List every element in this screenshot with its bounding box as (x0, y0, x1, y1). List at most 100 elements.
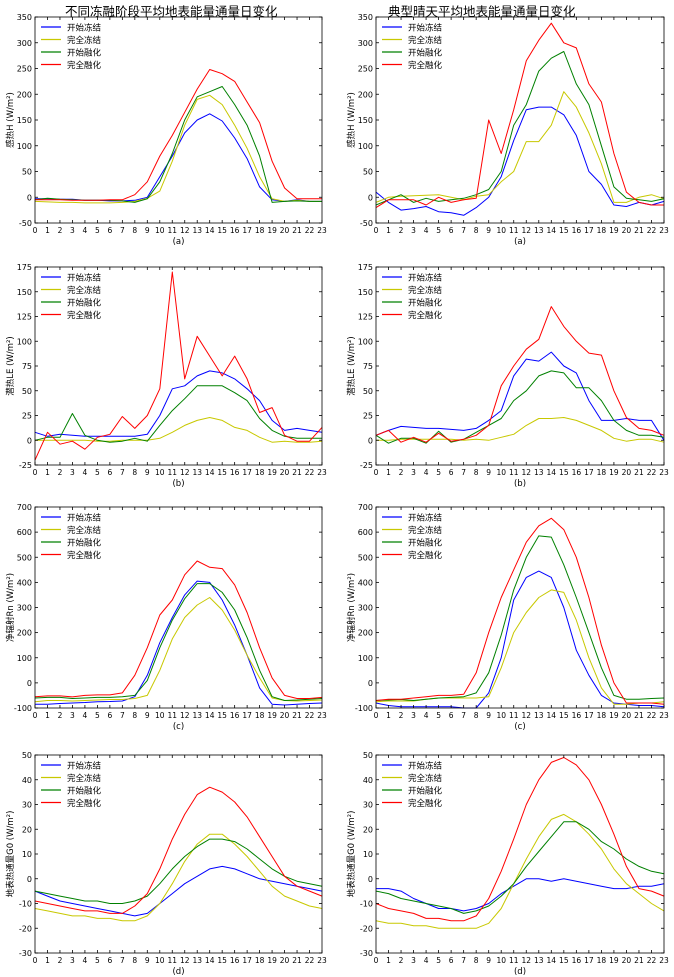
x-tick-label: 16 (572, 468, 582, 477)
x-tick-label: 14 (205, 226, 215, 235)
x-tick-label: 19 (609, 956, 619, 965)
x-tick-label: 11 (167, 956, 177, 965)
panel-label: (b) (172, 479, 184, 489)
x-tick-label: 7 (120, 956, 125, 965)
y-tick-label: 25 (363, 412, 373, 421)
x-tick-label: 20 (280, 226, 290, 235)
x-tick-label: 18 (255, 226, 265, 235)
series-line-right-c-1 (375, 589, 665, 705)
y-tick-label: 0 (368, 679, 373, 688)
plot-frame (375, 266, 665, 466)
x-tick-label: 20 (622, 956, 632, 965)
y-tick-label: 100 (358, 654, 373, 663)
legend-label: 开始融化 (408, 538, 443, 549)
series-line-right-a-3 (375, 22, 664, 209)
plot-frame (34, 506, 323, 709)
y-tick-label: 50 (22, 168, 32, 177)
x-tick-label: 11 (509, 711, 519, 720)
x-tick-label: 0 (374, 711, 379, 720)
x-tick-label: 12 (521, 226, 531, 235)
y-tick-label: 300 (358, 39, 373, 48)
y-tick-label: -20 (360, 924, 373, 933)
legend-label: 完全融化 (67, 550, 102, 561)
x-tick-label: 6 (107, 956, 112, 965)
x-tick-label: 14 (547, 711, 557, 720)
x-tick-label: 22 (305, 226, 315, 235)
x-tick-label: 6 (449, 468, 454, 477)
panel-label: (b) (514, 479, 526, 489)
x-tick-label: 23 (317, 468, 327, 477)
x-tick-label: 16 (230, 711, 240, 720)
x-tick-label: 9 (145, 468, 150, 477)
y-tick-label: 200 (358, 629, 373, 638)
x-tick-label: 19 (267, 711, 277, 720)
x-tick-label: 17 (242, 711, 252, 720)
y-tick-label: 100 (358, 337, 373, 346)
x-tick-label: 4 (424, 468, 429, 477)
x-tick-label: 16 (230, 956, 240, 965)
x-tick-label: 9 (486, 468, 491, 477)
series-line-right-d-0 (376, 878, 665, 912)
y-tick-label: 350 (17, 13, 32, 22)
series-line-left-a-1 (34, 94, 322, 204)
y-axis-label: 净辐射Rn (W/m²) (5, 573, 16, 642)
y-axis-label: 地表热通量G0 (W/m²) (5, 811, 16, 898)
y-tick-label: -100 (14, 704, 32, 713)
x-tick-label: 7 (461, 468, 466, 477)
x-tick-label: 21 (292, 468, 302, 477)
x-tick-label: 22 (647, 956, 657, 965)
y-tick-label: -50 (19, 219, 32, 228)
series-line-right-a-1 (375, 91, 665, 203)
y-tick-label: 200 (358, 90, 373, 99)
x-tick-label: 13 (192, 226, 202, 235)
x-tick-label: 19 (609, 711, 619, 720)
x-tick-label: 14 (547, 956, 557, 965)
left-column-title: 不同冻融阶段平均地表能量通量日变化 (65, 4, 278, 19)
y-tick-label: 500 (358, 553, 373, 562)
x-tick-label: 23 (659, 468, 669, 477)
series-line-left-a-3 (35, 69, 322, 201)
x-tick-label: 4 (424, 711, 429, 720)
x-tick-label: 1 (45, 468, 50, 477)
legend-label: 开始融化 (408, 786, 443, 797)
legend-label: 完全冻结 (67, 285, 101, 296)
x-tick-label: 5 (436, 711, 441, 720)
x-tick-label: 16 (572, 711, 582, 720)
x-tick-label: 18 (255, 468, 265, 477)
x-tick-label: 13 (192, 711, 202, 720)
x-tick-label: 9 (145, 226, 150, 235)
x-tick-label: 23 (659, 226, 669, 235)
y-tick-label: 175 (358, 263, 373, 272)
x-tick-label: 2 (399, 226, 404, 235)
x-tick-label: 8 (474, 468, 479, 477)
x-tick-label: 12 (180, 226, 190, 235)
legend-label: 完全冻结 (67, 773, 101, 784)
x-tick-label: 19 (267, 468, 277, 477)
legend-label: 开始冻结 (408, 513, 442, 524)
x-tick-label: 23 (317, 226, 327, 235)
x-tick-label: 14 (205, 711, 215, 720)
x-tick-label: 18 (255, 711, 265, 720)
legend-label: 开始冻结 (67, 23, 101, 34)
y-tick-label: 0 (27, 193, 32, 202)
y-tick-label: 700 (358, 503, 373, 512)
x-tick-label: 4 (83, 956, 88, 965)
y-axis-label: 感热H (W/m²) (5, 92, 16, 148)
series-line-left-b-0 (34, 370, 323, 437)
x-tick-label: 23 (317, 956, 327, 965)
x-tick-label: 16 (572, 956, 582, 965)
x-tick-label: 8 (132, 956, 137, 965)
x-tick-label: 12 (521, 711, 531, 720)
x-tick-label: 3 (70, 468, 75, 477)
y-tick-label: -25 (360, 461, 373, 470)
x-tick-label: 18 (597, 226, 607, 235)
series-line-right-c-0 (375, 570, 665, 709)
y-tick-label: -50 (360, 219, 373, 228)
series-line-left-d-3 (34, 786, 323, 914)
legend-label: 完全冻结 (408, 525, 442, 536)
plot-frame (375, 506, 665, 709)
x-tick-label: 7 (461, 226, 466, 235)
